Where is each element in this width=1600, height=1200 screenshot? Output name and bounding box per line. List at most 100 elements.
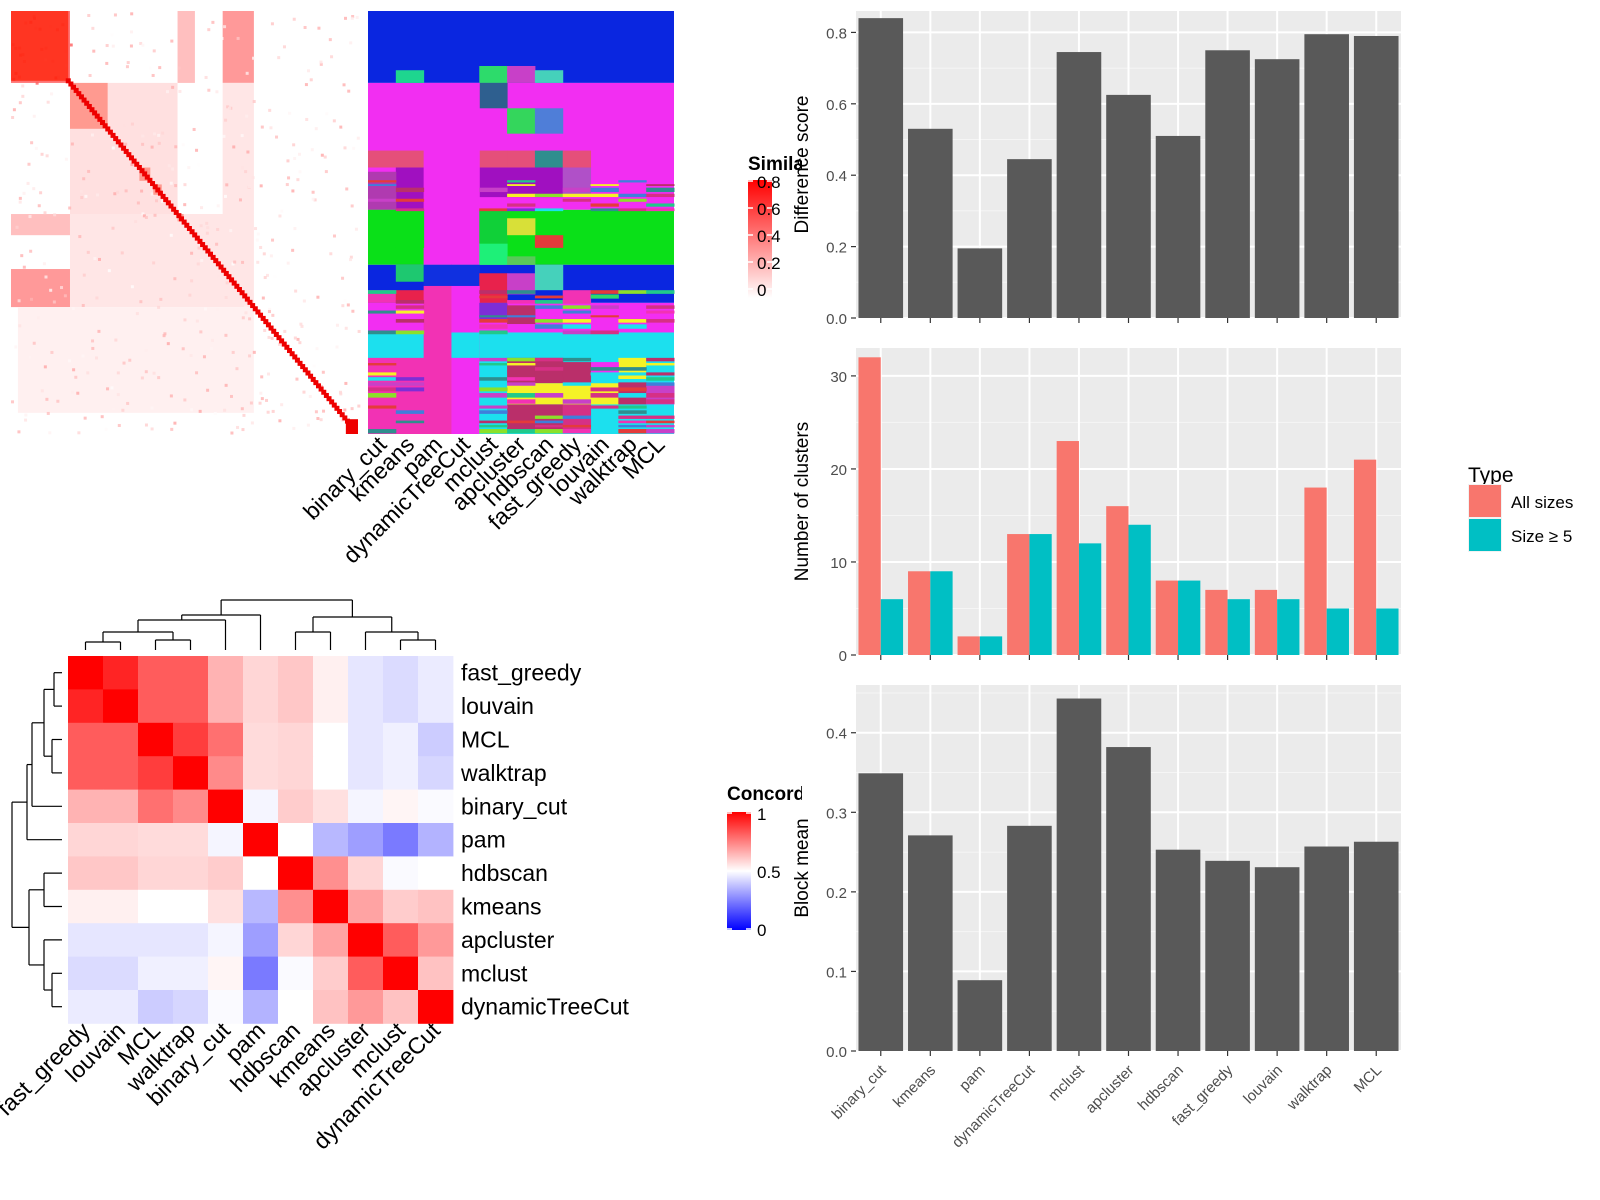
similarity-diagonal-cell bbox=[68, 81, 74, 87]
similarity-diagonal-cell bbox=[163, 197, 169, 203]
similarity-speck bbox=[224, 333, 228, 337]
similarity-speck bbox=[241, 260, 245, 264]
similarity-speck bbox=[116, 190, 120, 194]
similarity-speck bbox=[244, 305, 248, 309]
assignment-stripe bbox=[618, 393, 647, 398]
similarity-speck bbox=[197, 246, 201, 250]
assignment-stripe bbox=[618, 324, 647, 329]
similarity-speck bbox=[30, 297, 34, 301]
similarity-diagonal-cell bbox=[213, 258, 219, 264]
similarity-block bbox=[17, 307, 254, 413]
similarity-speck bbox=[265, 398, 269, 402]
similarity-speck bbox=[39, 191, 43, 195]
bar bbox=[1155, 135, 1201, 318]
concordance-cell bbox=[68, 656, 104, 690]
assignment-patch bbox=[590, 294, 619, 299]
concordance-cell bbox=[173, 789, 209, 824]
similarity-speck bbox=[177, 66, 181, 70]
assignment-patch bbox=[562, 290, 592, 303]
concordance-cell bbox=[348, 789, 384, 824]
concordance-cell bbox=[138, 756, 174, 790]
similarity-speck bbox=[350, 204, 354, 208]
similarity-speck bbox=[269, 126, 273, 130]
assignment-stripe bbox=[534, 420, 564, 424]
similarity-diagonal-cell bbox=[171, 206, 177, 212]
assignment-stripe bbox=[590, 387, 619, 392]
similarity-diagonal-cell bbox=[192, 232, 198, 238]
similarity-speck bbox=[18, 196, 22, 200]
similarity-speck bbox=[312, 364, 316, 368]
similarity-speck bbox=[255, 238, 259, 242]
similarity-speck bbox=[30, 141, 34, 145]
bar bbox=[858, 18, 904, 319]
bar bbox=[1304, 487, 1327, 655]
assignment-stripe bbox=[618, 198, 647, 202]
concordance-row-label: fast_greedy bbox=[461, 660, 582, 686]
concordance-cell bbox=[313, 756, 349, 790]
concordance-cell bbox=[278, 856, 314, 891]
bar bbox=[1353, 841, 1399, 1051]
y-tick-label: 20 bbox=[830, 462, 847, 479]
similarity-diagonal-cell bbox=[186, 225, 192, 231]
similarity-speck bbox=[80, 196, 84, 200]
bar bbox=[1155, 849, 1201, 1051]
similarity-speck bbox=[181, 143, 185, 147]
similarity-speck bbox=[340, 418, 344, 422]
similarity-speck bbox=[183, 318, 187, 322]
similarity-diagonal-cell bbox=[115, 139, 121, 145]
similarity-diagonal-cell bbox=[321, 389, 327, 395]
similarity-diagonal-cell bbox=[339, 412, 345, 418]
similarity-speck bbox=[163, 332, 167, 336]
assignment-patch bbox=[368, 150, 397, 168]
similarity-diagonal-cell bbox=[168, 203, 174, 209]
similarity-speck bbox=[86, 371, 90, 375]
similarity-speck bbox=[21, 94, 25, 98]
similarity-speck bbox=[294, 289, 298, 293]
legend-key bbox=[1469, 485, 1501, 517]
similarity-speck bbox=[76, 391, 80, 395]
assignment-stripe bbox=[507, 377, 536, 381]
assignment-stripe bbox=[646, 393, 675, 398]
similarity-speck bbox=[197, 163, 201, 167]
concordance-cell bbox=[138, 990, 174, 1024]
similarity-speck bbox=[72, 368, 76, 372]
similarity-speck bbox=[17, 299, 21, 303]
concordance-cell bbox=[208, 856, 244, 891]
similarity-speck bbox=[338, 390, 342, 394]
similarity-speck bbox=[223, 408, 227, 412]
similarity-speck bbox=[113, 192, 117, 196]
similarity-diagonal-cell bbox=[131, 158, 137, 164]
concordance-cell bbox=[208, 990, 244, 1024]
similarity-speck bbox=[241, 428, 245, 432]
concordance-cell bbox=[103, 990, 139, 1024]
similarity-speck bbox=[37, 204, 41, 208]
concordance-cell bbox=[68, 956, 104, 991]
similarity-speck bbox=[126, 401, 130, 405]
assignment-stripe bbox=[646, 382, 675, 386]
assignment-stripe bbox=[618, 382, 647, 386]
assignment-stripe bbox=[368, 180, 397, 183]
similarity-speck bbox=[92, 49, 96, 53]
similarity-legend-label: 0.2 bbox=[757, 254, 781, 273]
similarity-speck bbox=[45, 397, 49, 401]
similarity-speck bbox=[285, 183, 289, 187]
assignment-stripe bbox=[479, 324, 508, 329]
concordance-row-label: apcluster bbox=[461, 927, 555, 953]
similarity-speck bbox=[277, 56, 281, 60]
similarity-speck bbox=[316, 417, 320, 421]
similarity-speck bbox=[267, 310, 271, 314]
similarity-diagonal-cell bbox=[123, 148, 129, 154]
similarity-speck bbox=[18, 200, 22, 204]
y-tick-label: 0.0 bbox=[826, 311, 847, 328]
similarity-speck bbox=[349, 258, 353, 262]
bar bbox=[1078, 543, 1102, 655]
concordance-cell bbox=[103, 856, 139, 891]
bar bbox=[1353, 459, 1377, 655]
concordance-cell bbox=[138, 722, 174, 757]
similarity-diagonal-cell bbox=[308, 373, 314, 379]
similarity-diagonal-cell bbox=[260, 315, 266, 321]
similarity-speck bbox=[314, 127, 318, 131]
concordance-cell bbox=[103, 789, 139, 824]
similarity-speck bbox=[46, 411, 50, 415]
